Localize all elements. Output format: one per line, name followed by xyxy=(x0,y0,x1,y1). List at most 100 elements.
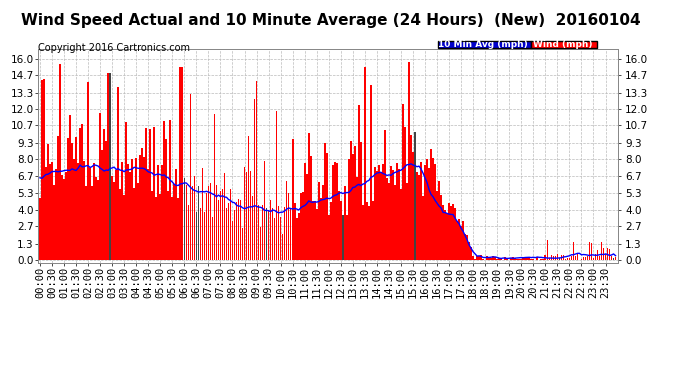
Bar xyxy=(328,215,330,260)
Bar xyxy=(310,156,312,260)
Bar xyxy=(314,201,315,260)
Bar xyxy=(418,175,420,260)
Bar xyxy=(290,209,291,260)
Bar xyxy=(91,186,93,260)
Bar xyxy=(111,176,113,260)
Bar xyxy=(451,206,452,260)
Bar xyxy=(476,256,478,260)
Bar xyxy=(59,64,61,260)
Bar xyxy=(436,191,438,260)
Bar xyxy=(53,184,55,260)
Bar xyxy=(544,255,546,260)
Bar xyxy=(300,193,302,260)
Bar xyxy=(159,195,161,260)
Bar xyxy=(540,258,542,260)
Bar xyxy=(558,258,560,260)
Text: Wind Speed Actual and 10 Minute Average (24 Hours)  (New)  20160104: Wind Speed Actual and 10 Minute Average … xyxy=(21,13,641,28)
Bar xyxy=(406,183,408,260)
Bar xyxy=(73,159,75,260)
Bar xyxy=(246,172,248,260)
Bar xyxy=(155,197,157,260)
Bar xyxy=(89,168,91,260)
Bar xyxy=(442,204,444,260)
Bar xyxy=(350,141,352,260)
Bar xyxy=(416,172,418,260)
Bar xyxy=(128,164,129,260)
Bar xyxy=(478,256,480,260)
Bar xyxy=(498,258,500,260)
Bar xyxy=(489,258,490,260)
Bar xyxy=(374,167,376,260)
Bar xyxy=(124,195,125,260)
Bar xyxy=(161,165,163,260)
Bar xyxy=(219,191,221,260)
Bar xyxy=(144,158,145,260)
Bar xyxy=(75,138,77,260)
Bar xyxy=(500,259,502,260)
Bar xyxy=(181,68,184,260)
Bar xyxy=(599,256,600,260)
Bar xyxy=(456,221,458,260)
Bar xyxy=(589,242,591,260)
Bar xyxy=(513,257,514,260)
Bar xyxy=(551,255,552,260)
Bar xyxy=(254,99,255,260)
Bar xyxy=(577,254,578,260)
Bar xyxy=(43,79,45,260)
Bar xyxy=(228,204,229,260)
Bar xyxy=(117,87,119,260)
Bar xyxy=(372,201,374,260)
Bar xyxy=(81,124,83,260)
Bar xyxy=(553,256,554,260)
Bar xyxy=(506,259,508,260)
Bar xyxy=(448,203,450,260)
Bar xyxy=(221,189,224,260)
Bar xyxy=(611,256,613,260)
Bar xyxy=(217,200,219,260)
Bar xyxy=(119,189,121,260)
Bar xyxy=(312,201,313,260)
Bar xyxy=(582,257,584,260)
Bar xyxy=(560,255,562,260)
Bar xyxy=(279,217,282,260)
Bar xyxy=(348,159,350,260)
Bar xyxy=(402,104,404,260)
Bar xyxy=(529,257,530,260)
Bar xyxy=(284,207,286,260)
Bar xyxy=(575,256,576,260)
Bar xyxy=(241,228,244,260)
Bar xyxy=(342,215,344,260)
Bar xyxy=(272,208,273,260)
Bar xyxy=(49,164,51,260)
Bar xyxy=(188,205,189,260)
Bar xyxy=(232,221,233,260)
Bar xyxy=(555,256,556,260)
Bar xyxy=(444,210,446,260)
Bar xyxy=(61,176,63,260)
Bar xyxy=(292,139,293,260)
Bar xyxy=(259,227,262,260)
Bar xyxy=(195,212,197,260)
Bar xyxy=(113,182,115,260)
Bar xyxy=(121,162,123,260)
Bar xyxy=(537,256,538,260)
Bar xyxy=(601,242,602,260)
Bar xyxy=(378,165,380,260)
Bar xyxy=(454,208,456,260)
Bar xyxy=(266,208,268,260)
Bar xyxy=(278,206,279,260)
Bar xyxy=(573,242,574,260)
Bar xyxy=(466,234,468,260)
Bar xyxy=(236,202,237,260)
Bar xyxy=(322,185,324,260)
Bar xyxy=(354,146,355,260)
Bar xyxy=(486,256,488,260)
Bar xyxy=(288,193,290,260)
Bar xyxy=(304,163,306,260)
Bar xyxy=(474,259,476,260)
Bar xyxy=(396,163,398,260)
Bar xyxy=(63,179,65,260)
Bar xyxy=(197,186,199,260)
Bar xyxy=(593,258,594,260)
Bar xyxy=(597,250,598,260)
